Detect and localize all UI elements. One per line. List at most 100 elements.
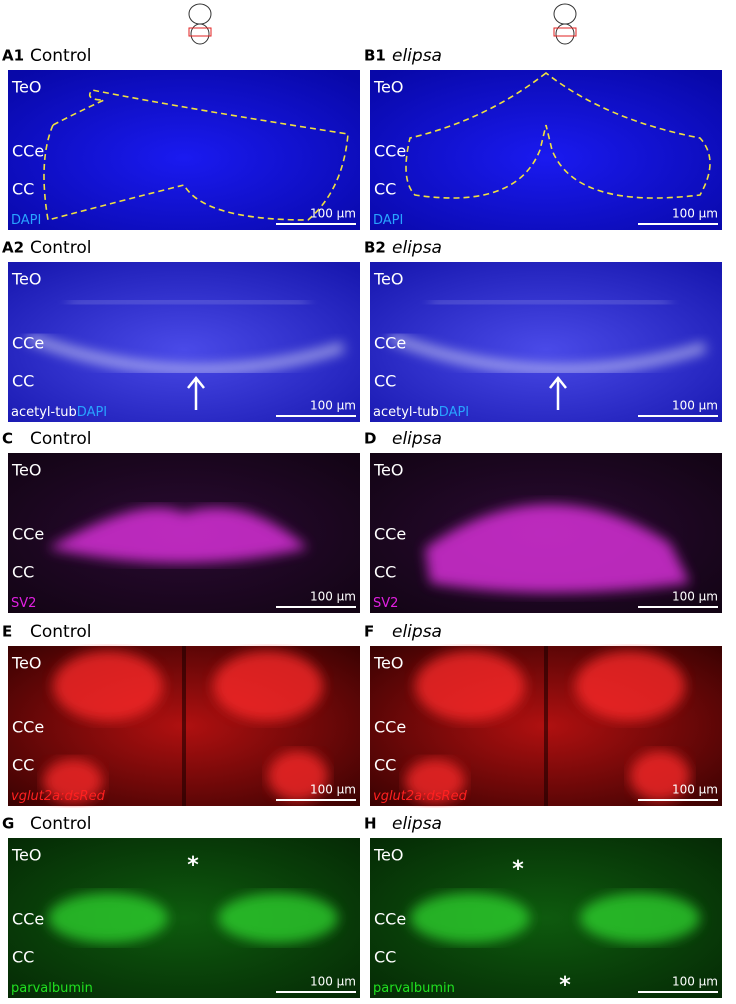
region-label: TeO: [11, 654, 42, 673]
region-label: CC: [12, 948, 34, 967]
region-label: CC: [374, 756, 396, 775]
stain-label: DAPI: [11, 213, 41, 228]
region-label: CC: [12, 756, 34, 775]
stain-label: SV2: [373, 596, 398, 611]
stain-signal: [48, 507, 308, 563]
region-label: TeO: [373, 270, 404, 289]
stain-name: DAPI: [77, 405, 107, 420]
stain-signal: [415, 651, 525, 721]
panel-title: Control: [30, 622, 91, 642]
region-label: CC: [12, 372, 34, 391]
region-label: CC: [374, 372, 396, 391]
stain-label: parvalbumin: [11, 981, 93, 996]
region-label: CCe: [12, 142, 44, 161]
panel: A1 Control TeO CCe CC DAPI 100 µm: [2, 46, 360, 230]
stain-signal: [580, 893, 700, 943]
scale-bar-label: 100 µm: [310, 207, 356, 221]
region-label: CCe: [374, 525, 406, 544]
panel-label: G: [2, 815, 14, 833]
fiber-band: [26, 332, 345, 375]
fiber-band: [429, 298, 671, 307]
micrograph: [8, 262, 360, 422]
asterisk: *: [187, 853, 199, 878]
region-label: CCe: [374, 142, 406, 161]
panel: E Control TeO CCe CC vglut2a:dsRed 100 µm: [2, 622, 360, 806]
region-label: CC: [12, 180, 34, 199]
panel-title: elipsa: [392, 46, 442, 66]
panel-label: A2: [2, 239, 24, 257]
scale-bar-label: 100 µm: [310, 399, 356, 413]
arrow: [549, 375, 567, 410]
stain-signal: [268, 751, 328, 801]
micrograph: [8, 70, 360, 230]
stain-label: SV2: [11, 596, 36, 611]
region-label: CCe: [12, 910, 44, 929]
stain-label: acetyl-tubDAPI: [373, 405, 469, 420]
panel-title: elipsa: [392, 622, 442, 642]
panel-label: C: [2, 430, 13, 448]
outline: [43, 89, 349, 221]
stain-label: DAPI: [373, 213, 403, 228]
region-label: TeO: [11, 78, 42, 97]
panel: B1 elipsa TeO CCe CC DAPI 100 µm: [364, 46, 722, 230]
panel-label: F: [364, 623, 374, 641]
panel-label: H: [364, 815, 377, 833]
region-label: CCe: [12, 334, 44, 353]
stain-signal: [425, 504, 690, 593]
stain-label: acetyl-tubDAPI: [11, 405, 107, 420]
stain-name: DAPI: [11, 213, 41, 228]
asterisk: *: [559, 973, 571, 998]
stain-name: DAPI: [373, 213, 403, 228]
panel-title: elipsa: [392, 814, 442, 834]
panel-title: Control: [30, 46, 91, 66]
scale-bar-label: 100 µm: [310, 975, 356, 989]
stain-name: DAPI: [439, 405, 469, 420]
stain-name: acetyl-tub: [373, 405, 439, 420]
scale-bar-label: 100 µm: [672, 975, 718, 989]
panel-label: A1: [2, 47, 24, 65]
region-label: CCe: [374, 910, 406, 929]
stain-name: parvalbumin: [373, 981, 455, 996]
stain-signal: [405, 759, 465, 803]
region-label: CCe: [374, 718, 406, 737]
region-label: TeO: [11, 270, 42, 289]
stain-name: SV2: [373, 596, 398, 611]
stain-signal: [630, 751, 690, 801]
panel-label: D: [364, 430, 376, 448]
panel-label: B2: [364, 239, 386, 257]
scale-bar-label: 100 µm: [672, 590, 718, 604]
region-label: TeO: [11, 461, 42, 480]
stain-label: vglut2a:dsRed: [11, 789, 106, 804]
stain-name: vglut2a:dsRed: [11, 789, 106, 804]
panel-title: elipsa: [392, 238, 442, 258]
panel: G Control * TeO CCe CC parvalbumin 100 µm: [2, 814, 360, 998]
region-label: CC: [374, 948, 396, 967]
region-label: CC: [374, 563, 396, 582]
region-label: TeO: [373, 461, 404, 480]
scale-bar-label: 100 µm: [672, 207, 718, 221]
region-label: TeO: [373, 654, 404, 673]
stain-signal: [218, 893, 338, 943]
panel-label: B1: [364, 47, 386, 65]
stain-signal: [575, 651, 685, 721]
micrograph: [370, 70, 722, 230]
region-label: CC: [374, 180, 396, 199]
fiber-band: [67, 298, 309, 307]
scale-bar-label: 100 µm: [672, 399, 718, 413]
stain-name: vglut2a:dsRed: [373, 789, 468, 804]
stain-name: parvalbumin: [11, 981, 93, 996]
panel: B2 elipsa TeO CCe CC acetyl-tubDAPI 100 µm: [364, 238, 722, 422]
region-label: CCe: [374, 334, 406, 353]
stain-signal: [48, 893, 168, 943]
stain-label: vglut2a:dsRed: [373, 789, 468, 804]
region-label: TeO: [373, 78, 404, 97]
panel: A2 Control TeO CCe CC acetyl-tubDAPI 100 µm: [2, 238, 360, 422]
scale-bar-label: 100 µm: [310, 783, 356, 797]
stain-label: parvalbumin: [373, 981, 455, 996]
region-label: CCe: [12, 718, 44, 737]
region-label: TeO: [11, 846, 42, 865]
